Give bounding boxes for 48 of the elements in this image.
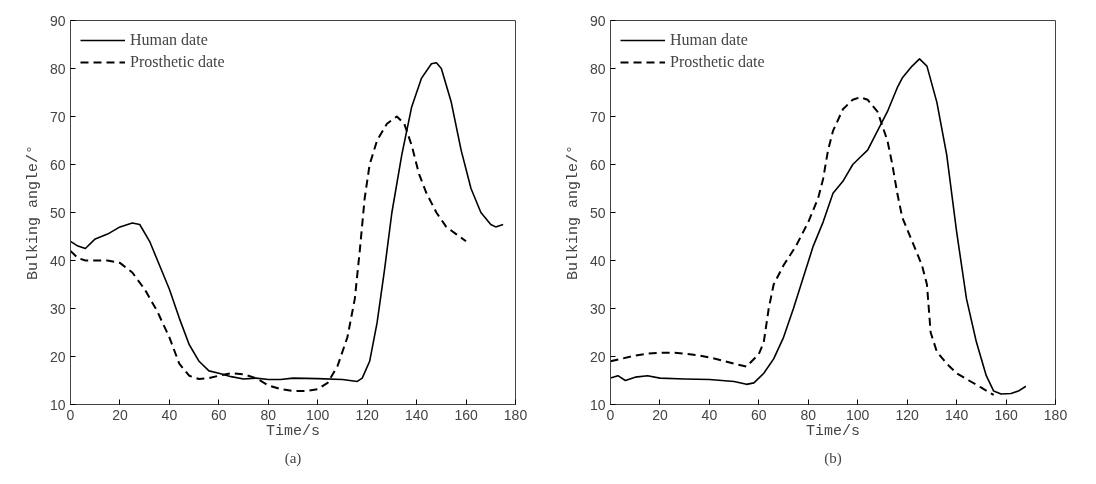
y-tick-label: 30 bbox=[49, 300, 66, 317]
y-tick-label: 60 bbox=[589, 156, 606, 173]
x-tick-label: 80 bbox=[800, 406, 817, 423]
x-tick-label: 60 bbox=[751, 406, 767, 423]
y-tick-label: 20 bbox=[589, 348, 606, 365]
x-tick-label: 100 bbox=[306, 406, 330, 423]
x-tick-label: 120 bbox=[355, 406, 380, 423]
y-axis-title: Bulking angle/° bbox=[564, 144, 582, 281]
x-tick-label: 180 bbox=[503, 406, 528, 423]
x-axis-title: Time/s bbox=[266, 422, 321, 440]
text: (a) bbox=[284, 449, 302, 467]
x-axis-title: Time/s bbox=[806, 422, 861, 440]
legend-label: Prosthetic date bbox=[130, 53, 225, 71]
x-tick-label: 20 bbox=[652, 406, 668, 423]
y-tick-label: 70 bbox=[589, 108, 606, 125]
x-tick-label: 180 bbox=[1043, 406, 1068, 423]
y-tick-label: 90 bbox=[589, 12, 606, 29]
y-tick-label: 70 bbox=[49, 108, 66, 125]
x-tick-label: 40 bbox=[701, 406, 718, 423]
x-tick-label: 160 bbox=[454, 406, 478, 423]
y-tick-label: 80 bbox=[589, 60, 606, 77]
legend-label: Human date bbox=[130, 31, 208, 49]
x-tick-label: 60 bbox=[211, 406, 227, 423]
y-axis-title: Bulking angle/° bbox=[24, 144, 42, 281]
x-tick-label: 40 bbox=[161, 406, 178, 423]
y-tick-label: 90 bbox=[49, 12, 66, 29]
x-tick-label: 0 bbox=[66, 406, 75, 423]
y-tick-label: 40 bbox=[49, 252, 66, 269]
y-tick-label: 40 bbox=[589, 252, 606, 269]
legend-label: Prosthetic date bbox=[670, 53, 765, 71]
x-tick-label: 100 bbox=[846, 406, 870, 423]
y-tick-label: 50 bbox=[589, 204, 606, 221]
x-tick-label: 160 bbox=[994, 406, 1018, 423]
x-tick-label: 20 bbox=[112, 406, 128, 423]
y-tick-label: 50 bbox=[49, 204, 66, 221]
x-tick-label: 140 bbox=[404, 406, 429, 423]
text: (b) bbox=[824, 449, 842, 467]
x-tick-label: 80 bbox=[260, 406, 277, 423]
y-tick-label: 30 bbox=[589, 300, 606, 317]
y-tick-label: 60 bbox=[49, 156, 66, 173]
y-tick-label: 10 bbox=[589, 396, 606, 413]
x-tick-label: 0 bbox=[606, 406, 615, 423]
y-tick-label: 80 bbox=[49, 60, 66, 77]
x-tick-label: 140 bbox=[944, 406, 969, 423]
y-tick-label: 10 bbox=[49, 396, 66, 413]
legend-label: Human date bbox=[670, 31, 748, 49]
x-tick-label: 120 bbox=[895, 406, 920, 423]
y-tick-label: 20 bbox=[49, 348, 66, 365]
